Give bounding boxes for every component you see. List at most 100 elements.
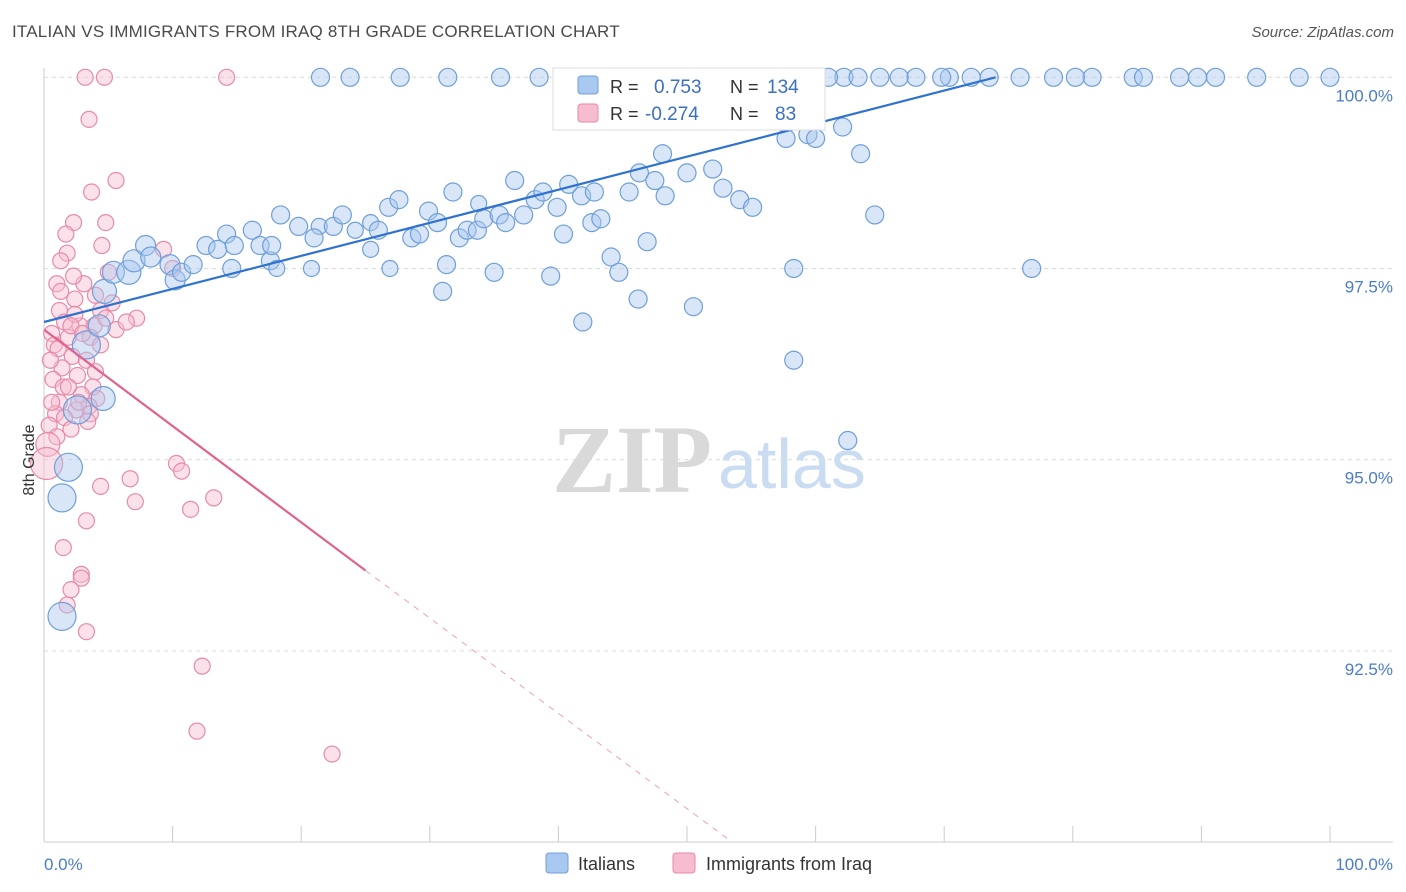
legend-italians-swatch[interactable] bbox=[545, 852, 569, 874]
data-point bbox=[43, 393, 61, 411]
data-point bbox=[72, 565, 90, 583]
watermark: ZIP atlas bbox=[552, 406, 866, 513]
data-point bbox=[205, 489, 223, 507]
iraq-trend-line bbox=[43, 328, 367, 572]
data-point bbox=[379, 197, 399, 217]
iraq-trend-extension bbox=[365, 570, 733, 843]
data-point bbox=[62, 581, 80, 599]
data-point bbox=[591, 209, 611, 229]
italians-points bbox=[47, 67, 1340, 632]
data-point bbox=[932, 67, 952, 87]
data-point bbox=[703, 159, 723, 179]
data-point bbox=[865, 205, 885, 225]
data-point bbox=[72, 569, 90, 587]
y-axis-title: 8th Grade bbox=[21, 424, 38, 495]
data-point bbox=[1065, 67, 1085, 87]
x-tick-label-right: 100.0% bbox=[1335, 855, 1393, 874]
data-point bbox=[121, 470, 139, 488]
data-point bbox=[59, 378, 78, 396]
data-point bbox=[35, 431, 61, 457]
data-point bbox=[496, 212, 516, 233]
data-point bbox=[346, 221, 364, 239]
data-point bbox=[1205, 67, 1226, 87]
data-point bbox=[683, 297, 704, 317]
data-point bbox=[116, 259, 142, 285]
data-point bbox=[289, 216, 309, 237]
data-point bbox=[645, 170, 665, 191]
data-point bbox=[571, 186, 592, 206]
data-point bbox=[250, 235, 270, 256]
data-point bbox=[271, 205, 291, 225]
data-point bbox=[62, 420, 80, 438]
data-point bbox=[323, 745, 341, 763]
data-point bbox=[58, 596, 76, 614]
source-credit: Source: ZipAtlas.com bbox=[1251, 24, 1394, 41]
data-point bbox=[117, 313, 135, 331]
data-point bbox=[1010, 67, 1030, 87]
data-point bbox=[805, 128, 826, 149]
data-point bbox=[1022, 258, 1042, 279]
data-point bbox=[93, 236, 111, 255]
data-point bbox=[193, 657, 211, 675]
data-point bbox=[1133, 67, 1154, 87]
data-point bbox=[784, 258, 804, 279]
data-point bbox=[52, 282, 70, 301]
data-point bbox=[134, 234, 157, 257]
data-point bbox=[262, 235, 282, 256]
data-point bbox=[87, 314, 111, 338]
data-point bbox=[939, 67, 959, 87]
stats-iraq-n-label: N = bbox=[730, 104, 759, 124]
data-point bbox=[390, 67, 410, 87]
legend-iraq-swatch[interactable] bbox=[672, 852, 696, 874]
data-point bbox=[68, 366, 87, 385]
data-point bbox=[340, 67, 360, 87]
data-point bbox=[188, 722, 206, 740]
data-point bbox=[514, 205, 534, 225]
legend-italians-label[interactable]: Italians bbox=[578, 854, 635, 874]
data-point bbox=[713, 178, 733, 198]
data-point bbox=[838, 430, 858, 451]
data-point bbox=[122, 249, 146, 273]
data-point bbox=[86, 286, 105, 304]
data-point bbox=[438, 67, 458, 87]
data-point bbox=[173, 462, 191, 480]
data-point bbox=[1289, 67, 1309, 87]
data-point bbox=[1082, 67, 1102, 87]
data-point bbox=[82, 183, 101, 201]
data-point bbox=[1123, 67, 1143, 87]
stats-iraq-swatch bbox=[577, 103, 599, 123]
data-point bbox=[47, 483, 77, 513]
data-point bbox=[64, 267, 83, 285]
y-tick-label: 97.5% bbox=[1345, 277, 1393, 296]
data-point bbox=[601, 247, 621, 267]
data-point bbox=[906, 67, 926, 87]
data-point bbox=[302, 259, 321, 278]
data-point bbox=[529, 67, 549, 87]
y-tick-label: 100.0% bbox=[1335, 86, 1393, 105]
data-point bbox=[47, 601, 77, 632]
data-point bbox=[310, 217, 328, 236]
stats-iraq-r-value: -0.274 bbox=[645, 104, 699, 125]
data-point bbox=[107, 171, 125, 190]
axes bbox=[43, 68, 1393, 843]
legend: Italians Immigrants from Iraq bbox=[545, 852, 872, 874]
data-point bbox=[268, 259, 286, 278]
data-point bbox=[62, 395, 93, 425]
data-point bbox=[851, 144, 871, 164]
data-point bbox=[490, 67, 511, 87]
data-point bbox=[77, 512, 96, 530]
data-point bbox=[52, 252, 70, 270]
legend-iraq-label[interactable]: Immigrants from Iraq bbox=[706, 854, 872, 874]
data-point bbox=[541, 266, 561, 286]
data-point bbox=[172, 262, 192, 282]
data-point bbox=[140, 246, 162, 268]
data-point bbox=[573, 312, 593, 332]
data-point bbox=[457, 220, 477, 240]
stats-box: R = 0.753 N = 134 R = -0.274 N = 83 bbox=[552, 67, 826, 131]
stats-iraq-n-value: 83 bbox=[775, 104, 796, 125]
stats-italians-swatch bbox=[577, 75, 599, 95]
data-point bbox=[1247, 67, 1267, 87]
data-point bbox=[362, 240, 380, 258]
data-point bbox=[848, 67, 868, 87]
data-point bbox=[628, 289, 648, 309]
